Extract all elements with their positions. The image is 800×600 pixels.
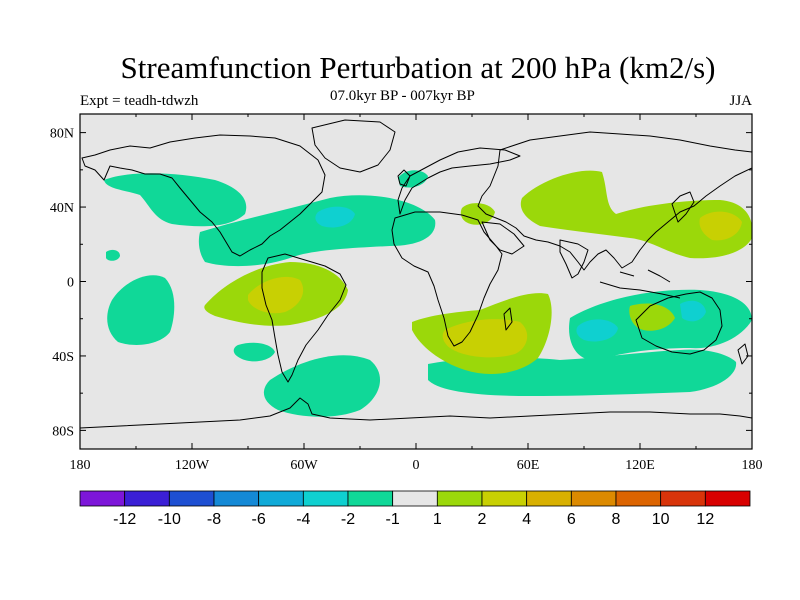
colorbar-label: 10	[652, 511, 670, 528]
lon-label: 60E	[517, 458, 540, 473]
colorbar-swatch	[615, 490, 662, 507]
colorbar-swatch	[79, 490, 126, 507]
anomaly-core	[315, 206, 355, 228]
anomaly-core	[699, 211, 742, 241]
lon-label: 0	[413, 458, 420, 473]
anomaly-region	[198, 195, 436, 267]
coastline-north-america	[81, 134, 326, 257]
longitude-axis: 180 120W 60W 0 60E 120E 180	[70, 114, 763, 473]
colorbar-swatch	[704, 490, 751, 507]
anomaly-region	[106, 249, 120, 261]
lon-label: 120W	[175, 458, 210, 473]
colorbar-label: 8	[612, 511, 621, 528]
anomaly-core	[576, 319, 618, 342]
coastline-africa	[391, 211, 503, 347]
coastline-uk	[397, 169, 411, 187]
colorbar-swatch	[526, 490, 572, 507]
coastline-antarctica	[80, 397, 752, 429]
lon-label: 180	[70, 458, 91, 473]
coastline-south-america	[261, 253, 347, 383]
colorbar: -12 -10 -8 -6 -4 -2 -1 1 2 4 6 8 10 12	[79, 490, 751, 528]
colorbar-swatch	[481, 490, 528, 507]
anomaly-region	[233, 342, 275, 362]
colorbar-label: -6	[252, 511, 266, 528]
season-label: JJA	[729, 93, 752, 109]
colorbar-swatch	[258, 490, 304, 507]
lon-label: 60W	[290, 458, 318, 473]
chart-subtitle: 07.0kyr BP - 007kyr BP	[330, 88, 475, 104]
coastline-japan	[671, 191, 695, 223]
colorbar-swatch	[392, 490, 438, 507]
colorbar-label: -8	[207, 511, 221, 528]
anomaly-core	[680, 300, 706, 322]
experiment-label: Expt = teadh-tdwzh	[80, 93, 199, 109]
colorbar-swatch	[124, 490, 170, 507]
colorbar-swatch	[213, 490, 260, 507]
coastline-indonesia	[599, 269, 681, 299]
colorbar-swatch	[570, 490, 617, 507]
lat-label: 40N	[50, 201, 74, 216]
colorbar-label: 6	[567, 511, 576, 528]
lat-label: 80S	[52, 424, 74, 439]
chart-title: Streamfunction Perturbation at 200 hPa (…	[120, 50, 716, 85]
coastline-india	[559, 239, 589, 279]
lat-label: 80N	[50, 127, 74, 142]
lat-label: 0	[67, 276, 74, 291]
anomaly-fields	[104, 170, 752, 417]
coastline-arabia	[481, 221, 525, 255]
colorbar-swatch	[302, 490, 349, 507]
colorbar-swatch	[347, 490, 394, 507]
colorbar-label: -12	[113, 511, 136, 528]
colorbar-label: 1	[433, 511, 442, 528]
colorbar-label: -2	[341, 511, 355, 528]
coastline-madagascar	[503, 307, 513, 331]
coastline-australia	[635, 291, 723, 355]
anomaly-region	[460, 203, 495, 225]
latitude-axis: 80N 40N 0 40S 80S	[50, 127, 752, 439]
colorbar-label: 12	[696, 511, 714, 528]
anomaly-region	[107, 275, 175, 345]
coastlines	[80, 119, 752, 429]
coastline-greenland	[311, 119, 396, 173]
colorbar-label: -4	[296, 511, 310, 528]
colorbar-label: 4	[522, 511, 531, 528]
map-background	[80, 114, 752, 449]
colorbar-label: 2	[478, 511, 487, 528]
anomaly-region	[629, 303, 675, 331]
anomaly-region	[263, 355, 381, 417]
colorbar-swatch	[168, 490, 215, 507]
lon-label: 120E	[625, 458, 655, 473]
lat-label: 40S	[52, 350, 74, 365]
anomaly-region	[520, 170, 752, 259]
colorbar-swatch	[660, 490, 706, 507]
lon-label: 180	[742, 458, 763, 473]
anomaly-region	[104, 173, 247, 227]
colorbar-swatch	[436, 490, 483, 507]
coastline-asia	[477, 131, 752, 271]
colorbar-label: -10	[158, 511, 181, 528]
colorbar-label: -1	[386, 511, 400, 528]
